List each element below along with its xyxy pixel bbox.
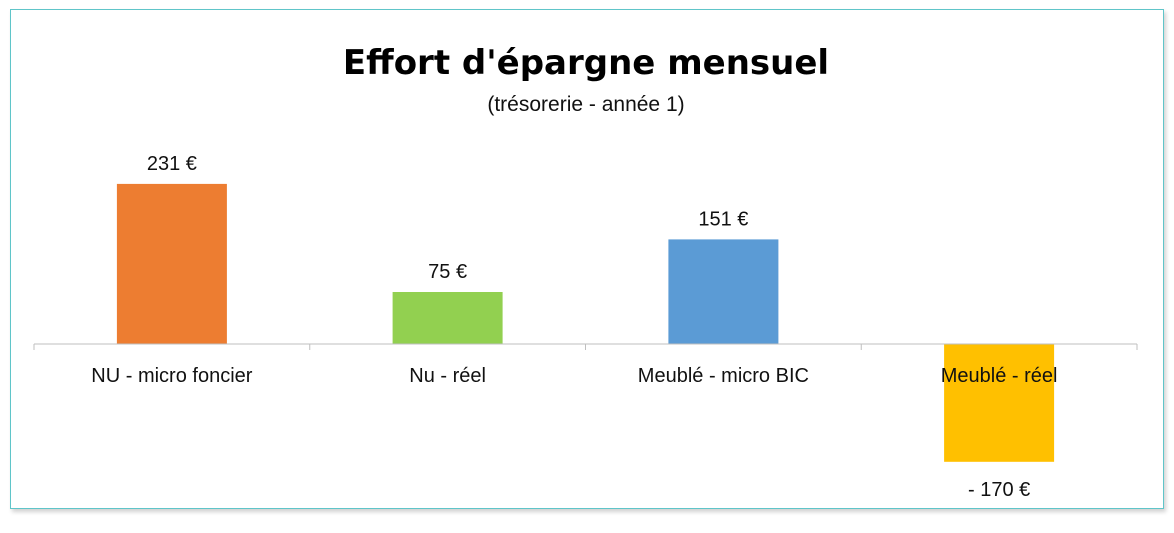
category-label: Meublé - micro BIC (638, 365, 809, 387)
chart-frame: Effort d'épargne mensuel (trésorerie - a… (10, 9, 1164, 509)
chart: Effort d'épargne mensuel (trésorerie - a… (33, 43, 1138, 501)
data-label: 75 € (428, 261, 467, 283)
labels-layer: NU - micro foncier Nu - réel Meublé - micr… (91, 153, 1057, 501)
category-label: Nu - réel (409, 365, 486, 387)
bars-layer (116, 183, 1055, 462)
data-label: - 170 € (968, 479, 1030, 501)
bar (668, 239, 779, 344)
bar (116, 183, 227, 344)
data-label: 151 € (698, 208, 748, 230)
chart-subtitle: (trésorerie - année 1) (487, 93, 684, 116)
category-label: NU - micro foncier (91, 365, 252, 387)
axis-layer (33, 343, 1138, 350)
chart-title: Effort d'épargne mensuel (343, 43, 829, 83)
data-label: 231 € (147, 153, 197, 175)
category-label: Meublé - réel (941, 365, 1058, 387)
bar (944, 344, 1055, 462)
bar (392, 292, 503, 344)
